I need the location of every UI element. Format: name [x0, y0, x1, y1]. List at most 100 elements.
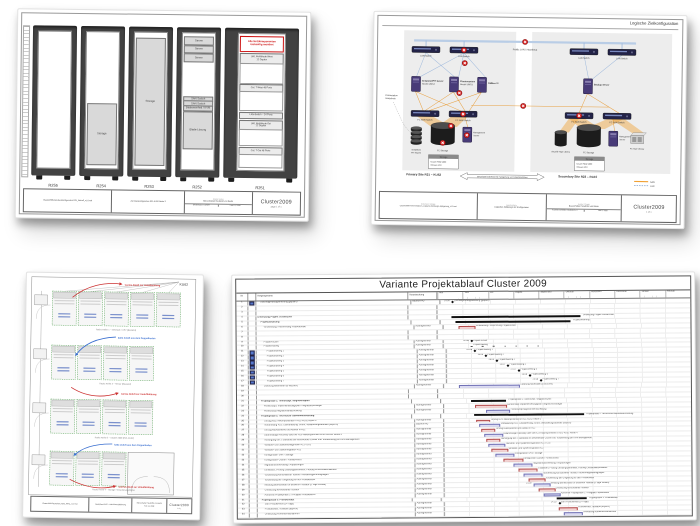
management-server-label: Management: [473, 131, 485, 134]
bar-name-label: Projektmeeting 5: [520, 368, 537, 371]
task-responsible: Auftragnehmer: [415, 517, 445, 520]
bar-name-label: Umzug R23: Altkomponenten in R21-KU52 Re…: [491, 417, 541, 421]
description-cell: Raumplan KU62 – Kalt-/Warmluftführung: [88, 497, 132, 513]
network-diagram-document[interactable]: Logische Zielkonfiguration: [370, 10, 688, 230]
bar-name-label: Produktivtest, Testläufe (asynch): [578, 506, 610, 509]
cold-air-label: kalte Zuluft aus dem Doppelboden: [118, 337, 156, 341]
gantt-bar: [491, 448, 509, 453]
rack-slot: Storage: [134, 38, 166, 166]
task-responsible: [408, 393, 439, 399]
rack-slot: Bedieneinheit / KVM: [183, 105, 214, 112]
rack-cabinet: Storage: [79, 25, 126, 177]
lan-switch-icon: [569, 48, 599, 56]
rack-name-label: R253: [144, 183, 154, 189]
rack-row: R255 Storage R254 Storage R253 Server Server Se…: [29, 25, 303, 198]
management-server-label2: Server: [619, 139, 625, 141]
bar-name-label: Einweisen, Prüfung Leistungsparameter, P…: [538, 466, 608, 470]
server-icon: [582, 78, 594, 95]
page-number: 1 of 1: [176, 507, 182, 510]
svg-text:Storage: Storage: [586, 158, 594, 161]
gantt-bar: [495, 453, 515, 458]
project-cell: Bauvorhaben NeubOM von Berlin Feb 14, 20…: [131, 498, 167, 513]
brand-label: Cluster2009: [260, 198, 292, 206]
task-responsible: Auftragnehmer: [415, 477, 445, 483]
rack-interior: Storage: [84, 31, 121, 170]
bar-name-label: Projektphase 3: Produktivtest: [589, 496, 618, 499]
bar-name-label: Start Produktivtest (14 Tage): [560, 501, 589, 504]
task-responsible: Auftragnehmer: [415, 502, 445, 507]
presentation-leader: [393, 102, 411, 133]
brand-cell: Cluster2009 page 1 of 1: [251, 192, 301, 215]
rack-cabinet: [31, 25, 78, 176]
warm-air-label: warme Abluft zur Umluftkühlung: [119, 486, 155, 490]
month-header: Juli: [487, 291, 514, 299]
gantt-bar: [471, 399, 507, 402]
brand-label: Cluster2009: [633, 203, 665, 211]
customer-cell: Kunde / Projekt Bauvorhaben NeubOM von B…: [545, 194, 622, 222]
warm-air-arrow: [69, 478, 117, 489]
task-responsible: [408, 329, 438, 334]
rack-diagram-document[interactable]: R255 Storage R254 Storage R253 Server Server Se…: [14, 8, 312, 222]
bar-name-label: Verkabel- und Systemkonfiguration R21 v1…: [506, 442, 551, 445]
bar-name-label: Projektphase 1: Teilkonzept / Migrations…: [508, 398, 552, 401]
lan-links: [416, 52, 623, 80]
room-schematic-document[interactable]: KU62 Racks Reihe 1 – Netzwerk / USV (Bes…: [22, 271, 204, 521]
brand-cell: Cluster2009 1 of 1: [165, 498, 192, 514]
storage-spec-box-primary: Storage NovaM FB02 4969 VMware ESX: [428, 154, 459, 170]
lan-switch-label: LAN Switch: [420, 54, 432, 57]
task-responsible: Auftragnehmer: [415, 512, 445, 517]
file-name: Cluster2009-Trennverfahren_Logische-Ziel…: [399, 204, 457, 208]
brand-cell: Cluster2009 1 of 1: [620, 195, 676, 223]
bar-name-label: Verkabel- und Systemmigration R22: [508, 447, 544, 450]
bar-name-label: Migrationsvorbereitung / Anpassungen: [533, 462, 571, 465]
fc-switch-label: FC SAN Switch: [571, 121, 587, 124]
meeting-tick: [493, 345, 495, 348]
fc-switch-label: FC SAN Switch: [417, 118, 433, 121]
gantt-chart-document[interactable]: Variante Projektablauf Cluster 2009 Nr V…: [231, 271, 697, 524]
month-header: September: [538, 291, 564, 299]
gantt-rows: 1 Zuschlag/Auftragserteilung (geplant) Bau…: [236, 298, 692, 520]
task-responsible: Auftragnehmer: [417, 364, 447, 369]
page-number: page 1 of 1: [270, 205, 282, 208]
rack-name-label: R255: [48, 182, 58, 188]
gantt-bar: [486, 409, 511, 413]
bar-date-label: 13.07: [499, 363, 506, 366]
rack-slot: Storage: [86, 102, 118, 165]
fc-switch-label: FC SAN Switch: [455, 119, 471, 122]
task-responsible: Auftragnehmer: [417, 359, 447, 364]
backup-server-label: Backup Server: [594, 84, 609, 86]
bar-name-label: Projektphase 2: Technische Gebäudeausrüs…: [586, 412, 634, 415]
task-responsible: Auftragnehmer: [417, 369, 447, 374]
lan-switch-icon: [607, 48, 637, 56]
snapshot-storage-label2: PIT Kopien: [411, 152, 421, 154]
virtual-tape-library-icon: [554, 130, 568, 147]
task-responsible: Auftragnehmer: [415, 438, 445, 443]
snapshot-storage-label: Snapshots: [411, 148, 420, 151]
rack-foot: [228, 177, 235, 182]
month-header: Februar: [664, 290, 691, 298]
server-icon: [410, 75, 422, 92]
task-responsible: [408, 389, 438, 394]
gantt-bar: [476, 419, 491, 423]
rack-foot: [64, 175, 71, 180]
bar-name-label: Datenmäßige Recovery über die R23-Altkom…: [503, 432, 578, 436]
rack-row-caption: Racks Reihe 1 – Netzwerk / USV (Bestand): [96, 328, 136, 332]
bar-date-label: 14.09: [526, 482, 532, 485]
legend: SAN LAN: [634, 181, 655, 188]
title-block: Dokument / Ablage Cluster2009-Trennverfa…: [378, 190, 677, 224]
fc-switch-label: FC SAN Switch: [609, 121, 625, 124]
management-server-label2: Server: [473, 135, 479, 137]
rack-row-caption: Racks Reihe 4 – Storage / Erweiterungsfl…: [92, 488, 135, 492]
bar-name-label: Projekt-Kickoff: [473, 339, 488, 342]
rack-groups: Racks Reihe 1 – Netzwerk / USV (Bestand)…: [31, 281, 181, 496]
secondary-site-label: Secondary Site R23 – RA10: [558, 174, 597, 179]
column-header-name: Vorgangsname: [256, 292, 409, 301]
rack-name-label: R251: [255, 185, 265, 191]
presentation-note: Präsentation: [385, 94, 398, 97]
rack-slot: Server: [183, 35, 214, 46]
drawing-title: Ziel Rackkonfiguration R21-KU52 Reihe 2: [130, 200, 166, 203]
task-responsible: Auftragnehmer: [417, 349, 447, 354]
rack-cabinet: Storage: [127, 26, 174, 178]
fc-storage-icon: [576, 124, 602, 148]
calendar-icon: [249, 301, 255, 306]
